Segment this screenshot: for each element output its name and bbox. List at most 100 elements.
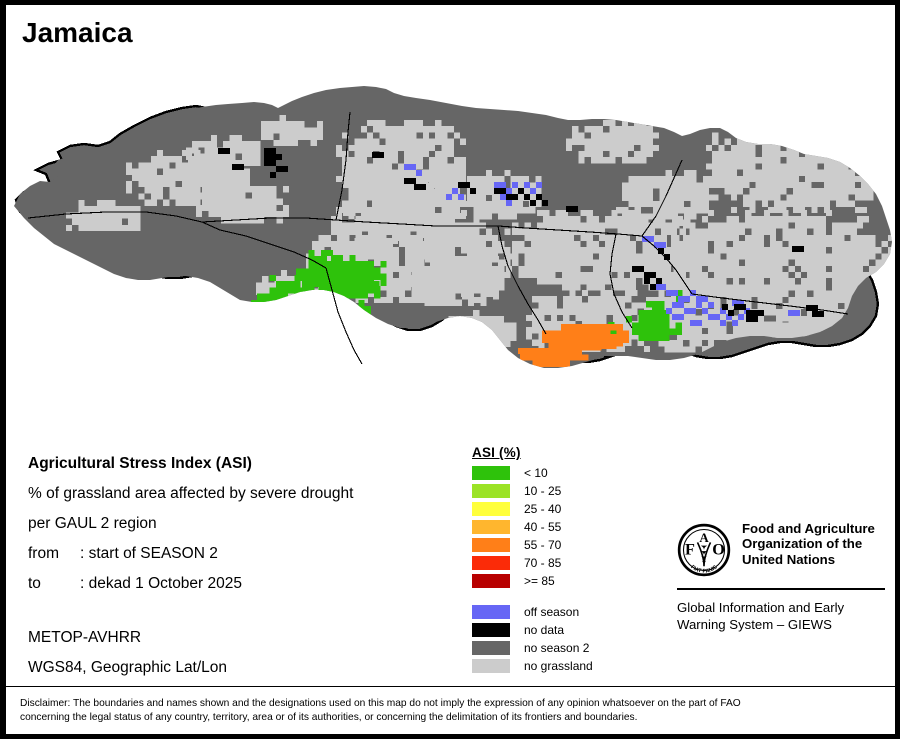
cell-no-grassland xyxy=(751,259,758,266)
cell-no-grassland xyxy=(474,250,481,257)
cell-no-grassland xyxy=(518,272,525,279)
legend-class-row[interactable]: 55 - 70 xyxy=(472,536,662,553)
cell-no-grassland xyxy=(586,222,593,229)
cell-no-grassland xyxy=(492,256,499,263)
cell-no-grassland xyxy=(386,259,393,266)
cell-no-grassland xyxy=(803,328,810,335)
cell-asi-lt-10 xyxy=(330,279,337,286)
legend-class-row[interactable]: 40 - 55 xyxy=(472,518,662,535)
cell-no-grassland xyxy=(405,234,412,241)
cell-no-grassland xyxy=(628,126,635,133)
map-canvas[interactable] xyxy=(6,60,899,435)
cell-no-grassland xyxy=(628,176,635,183)
cell-asi-lt-10 xyxy=(657,328,664,335)
cell-no-grassland xyxy=(372,194,379,201)
cell-no-grassland xyxy=(718,175,725,182)
cell-no-grassland xyxy=(813,234,820,241)
cell-asi-55-70 xyxy=(598,324,605,331)
legend-class-row[interactable]: 10 - 25 xyxy=(472,482,662,499)
cell-no-grassland xyxy=(678,188,685,195)
legend-class-row[interactable]: < 10 xyxy=(472,464,662,481)
cell-no-grassland xyxy=(273,121,280,128)
cell-no-grassland xyxy=(755,182,762,189)
cell-no-grassland xyxy=(861,188,868,195)
cell-no-grassland xyxy=(720,259,727,266)
legend-special-row[interactable]: off season xyxy=(472,603,662,620)
cell-no-grassland xyxy=(349,247,356,254)
cell-no-grassland xyxy=(776,315,783,322)
cell-no-grassland xyxy=(592,259,599,266)
cell-no-grassland xyxy=(103,224,110,231)
cell-no-grassland xyxy=(823,157,830,164)
cell-no-grassland xyxy=(550,321,557,328)
cell-no-grassland xyxy=(690,188,697,195)
cell-off-season xyxy=(452,188,459,195)
cell-no-grassland xyxy=(599,222,606,229)
cell-no-grassland xyxy=(404,151,411,158)
cell-no-grassland xyxy=(825,234,832,241)
cell-no-grassland xyxy=(739,247,746,254)
cell-no-grassland xyxy=(881,253,888,260)
cell-no-grassland xyxy=(578,138,585,145)
cell-no-grassland xyxy=(726,303,733,310)
cell-no-grassland xyxy=(732,284,739,291)
legend-special-row[interactable]: no data xyxy=(472,621,662,638)
cell-no-grassland xyxy=(360,169,367,176)
cell-no-grassland xyxy=(429,126,436,133)
jamaica-asi-raster-map[interactable] xyxy=(6,60,899,435)
cell-no-grassland xyxy=(856,216,863,223)
cell-no-grassland xyxy=(615,138,622,145)
cell-no-grassland xyxy=(726,265,733,272)
cell-no-grassland xyxy=(780,163,787,170)
cell-no-grassland xyxy=(653,207,660,214)
cell-no-grassland xyxy=(630,216,637,223)
cell-no-grassland xyxy=(575,308,582,315)
cell-no-grassland xyxy=(398,132,405,139)
cell-asi-55-70 xyxy=(560,324,567,331)
cell-no-grassland xyxy=(813,228,820,235)
cell-no-grassland xyxy=(642,259,649,266)
cell-no-grassland xyxy=(869,253,876,260)
cell-no-data xyxy=(650,272,657,279)
cell-no-grassland xyxy=(792,200,799,207)
cell-off-season xyxy=(794,310,801,317)
cell-no-grassland xyxy=(838,228,845,235)
legend-class-row[interactable]: 25 - 40 xyxy=(472,500,662,517)
cell-no-grassland xyxy=(768,206,775,213)
cell-asi-55-70 xyxy=(590,330,597,337)
cell-no-grassland xyxy=(621,157,628,164)
cell-no-grassland xyxy=(198,153,205,160)
cell-asi-lt-10 xyxy=(324,286,331,293)
cell-no-grassland xyxy=(867,188,874,195)
legend-special-row[interactable]: no grassland xyxy=(472,657,662,674)
legend-special-row[interactable]: no season 2 xyxy=(472,639,662,656)
cell-no-grassland xyxy=(782,259,789,266)
cell-no-grassland xyxy=(749,169,756,176)
cell-no-grassland xyxy=(677,278,684,285)
cell-no-grassland xyxy=(634,157,641,164)
cell-no-grassland xyxy=(745,303,752,310)
cell-no-grassland xyxy=(367,151,374,158)
cell-asi-lt-10 xyxy=(320,256,327,263)
cell-no-grassland xyxy=(726,296,733,303)
cell-no-grassland xyxy=(706,194,713,201)
cell-asi-lt-10 xyxy=(330,286,337,293)
cell-no-grassland xyxy=(423,241,430,248)
cell-no-grassland xyxy=(863,241,870,248)
cell-no-grassland xyxy=(405,216,412,223)
cell-asi-lt-10 xyxy=(644,316,651,323)
cell-no-grassland xyxy=(611,210,618,217)
cell-no-grassland xyxy=(220,204,227,211)
cell-no-grassland xyxy=(386,228,393,235)
cell-no-grassland xyxy=(398,163,405,170)
cell-no-grassland xyxy=(763,222,770,229)
cell-no-grassland xyxy=(245,211,252,218)
cell-no-grassland xyxy=(239,180,246,187)
cell-no-grassland xyxy=(712,132,719,139)
cell-no-grassland xyxy=(611,216,618,223)
legend-class-row[interactable]: >= 85 xyxy=(472,572,662,589)
cell-asi-lt-10 xyxy=(337,286,344,293)
cell-no-grassland xyxy=(543,259,550,266)
legend-class-row[interactable]: 70 - 85 xyxy=(472,554,662,571)
cell-no-grassland xyxy=(447,213,454,220)
